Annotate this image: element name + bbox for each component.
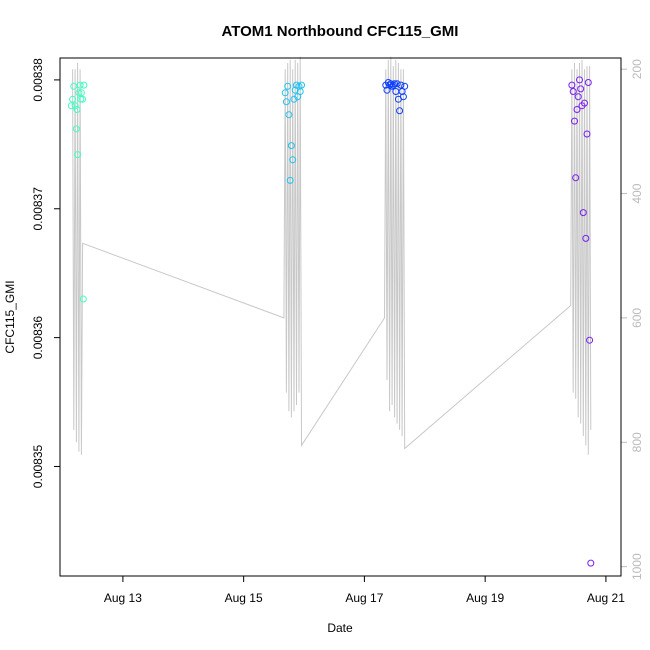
x-tick-label-0: Aug 13 [104, 591, 142, 605]
data-point-s0-0 [67, 102, 75, 110]
data-point-s1-13 [298, 81, 305, 89]
x-tick-label-1: Aug 15 [225, 591, 263, 605]
data-point-s3-14 [586, 336, 594, 344]
line-series-layer [72, 56, 592, 455]
chart-title: ATOM1 Northbound CFC115_GMI [222, 23, 459, 40]
data-point-s0-8 [76, 81, 84, 89]
data-point-s3-13 [584, 79, 592, 86]
x-tick-label-3: Aug 19 [466, 591, 504, 605]
data-point-s1-0 [281, 89, 289, 97]
data-point-s1-12 [296, 88, 304, 95]
axes-layer: Aug 13 Aug 15 Aug 17 Aug 19 Aug 21 0.00835 0.0… [31, 58, 644, 605]
data-point-s3-7 [577, 85, 585, 93]
data-point-s2-14 [399, 93, 407, 101]
point-series-layer [67, 76, 595, 567]
data-point-s0-10 [77, 89, 85, 97]
secondary-line-series [72, 56, 592, 455]
data-point-s0-4 [72, 125, 80, 133]
data-point-s3-11 [582, 234, 590, 242]
data-point-s0-12 [79, 295, 87, 303]
data-point-s1-6 [289, 156, 297, 164]
data-point-s1-2 [284, 82, 292, 90]
data-point-s3-10 [581, 99, 588, 107]
data-point-s1-8 [291, 86, 299, 94]
data-point-s0-7 [75, 89, 83, 97]
x-axis-label: Date [327, 621, 353, 635]
x-tick-label-2: Aug 17 [345, 591, 383, 605]
data-point-s3-9 [579, 209, 587, 217]
data-point-s0-2 [70, 82, 78, 90]
data-point-s3-1 [569, 88, 577, 95]
data-point-s3-6 [576, 76, 583, 84]
data-point-s3-2 [571, 117, 578, 125]
data-point-s0-5 [73, 106, 81, 113]
y-tick-label-3: 0.00838 [31, 58, 45, 102]
y2-tick-label-4: 1000 [630, 553, 644, 580]
data-point-s3-5 [574, 93, 582, 101]
data-point-s3-4 [573, 106, 581, 113]
data-point-s3-12 [583, 130, 591, 138]
data-point-s3-0 [568, 81, 576, 89]
data-point-s0-13 [80, 81, 88, 89]
y2-tick-label-1: 400 [630, 183, 644, 203]
data-point-s1-5 [287, 142, 295, 150]
data-point-s0-6 [74, 151, 82, 159]
data-point-s1-1 [282, 98, 290, 106]
y2-tick-label-0: 200 [630, 59, 644, 79]
data-point-s1-3 [285, 111, 293, 119]
y-tick-label-0: 0.00835 [31, 444, 45, 488]
data-point-s2-11 [396, 107, 404, 115]
data-point-s2-15 [401, 82, 409, 90]
data-point-s0-1 [69, 95, 77, 103]
data-point-s2-7 [391, 80, 399, 88]
y-tick-label-1: 0.00836 [31, 316, 45, 360]
data-point-s2-9 [393, 80, 401, 88]
data-point-s3-15 [587, 559, 595, 567]
plot-frame [59, 57, 622, 577]
data-point-s2-12 [397, 81, 405, 89]
data-point-s2-6 [389, 81, 397, 89]
y-axis-label: CFC115_GMI [3, 280, 17, 353]
data-point-s0-11 [79, 95, 87, 103]
data-point-s1-4 [286, 176, 294, 184]
data-point-s0-3 [71, 102, 79, 110]
y2-tick-label-3: 800 [630, 432, 644, 452]
data-point-s3-3 [572, 174, 580, 182]
y-tick-label-2: 0.00837 [31, 187, 45, 231]
y2-tick-label-2: 600 [630, 308, 644, 328]
x-tick-label-4: Aug 21 [587, 591, 625, 605]
